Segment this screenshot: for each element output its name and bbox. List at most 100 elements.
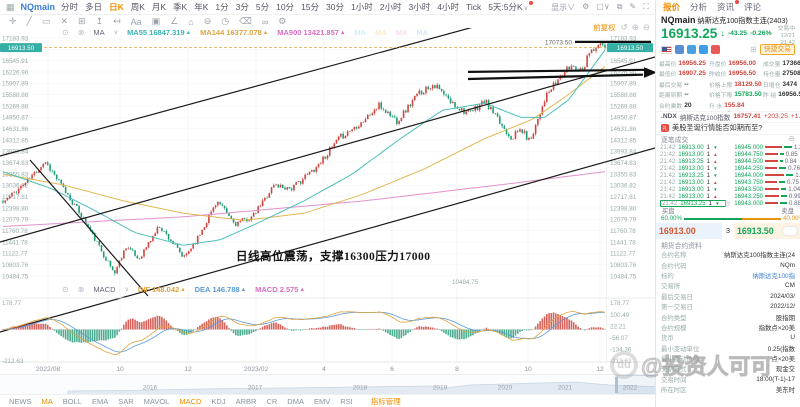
period-tab[interactable]: 4小时 (437, 2, 459, 12)
tick-row[interactable]: 21:42 16913.25 1 ▼ (660, 171, 718, 179)
angle-tool[interactable]: ∠ (170, 16, 179, 26)
trendline-tool[interactable]: ╱ (26, 16, 32, 26)
tick-row[interactable]: 21:42 16913.25 1 ▲ (660, 157, 718, 165)
tick-row[interactable]: 21:42 16913.00 1 ▼ (660, 164, 718, 172)
indicator-tab-DMA[interactable]: DMA (287, 396, 304, 406)
window-icon[interactable]: ▦ (6, 1, 15, 12)
tick-row[interactable]: 21:42 16913.00 1 ▼ (660, 185, 718, 193)
indicator-tab-MA[interactable]: MA (41, 396, 53, 406)
tick-row[interactable]: 21:42 16913.00 1 ▲ (660, 178, 718, 186)
remove-tool[interactable]: ⊖ (203, 16, 212, 26)
period-tab[interactable]: 2小时 (379, 2, 402, 12)
period-tab[interactable]: 分时 (61, 2, 79, 12)
period-tab[interactable]: Tick (465, 2, 482, 12)
indicator-tab-EMV[interactable]: EMV (313, 396, 331, 406)
underlying-index-row[interactable]: .NDX 纳斯达克100指数 16757.41 +203.25 +1.23% (656, 110, 800, 122)
price-ladder-row[interactable]: 16943.750 0.75 (734, 178, 799, 186)
multiline-tool[interactable]: ✕ (60, 16, 69, 26)
indicator-tab-ARBR[interactable]: ARBR (235, 396, 257, 406)
panel-tab[interactable]: 评论 (744, 2, 762, 12)
tool-settings-icon[interactable]: ⚙ (278, 16, 287, 26)
compare-icon[interactable]: ⧉ (616, 1, 623, 11)
period-tab[interactable]: 3分 (235, 2, 249, 12)
indicator-tab-NEWS[interactable]: NEWS (9, 396, 32, 406)
indicator-tab-KDJ[interactable]: KDJ (211, 396, 226, 406)
candlestick-chart[interactable]: 17183.93 17183.93 16545.91 16545.91 16226.90… (0, 28, 655, 374)
grid-icon[interactable]: ⊞ (750, 45, 757, 54)
period-tab[interactable]: 5分 (255, 2, 270, 12)
fib-tool[interactable]: ⊞ (78, 16, 86, 26)
period-tab[interactable]: 季K (173, 2, 188, 12)
layout-menu[interactable]: ▢∨ (596, 1, 610, 11)
rect-tool[interactable]: ▭ (41, 16, 51, 26)
order-button[interactable] (782, 225, 798, 236)
indicator-value-disabled[interactable]: MA (375, 28, 387, 37)
bid-box[interactable]: 16913.00 (656, 222, 722, 239)
indicator-value-disabled[interactable]: MA (354, 28, 367, 37)
indicator-value[interactable]: DIF 148.042▲ (137, 285, 186, 294)
period-tab[interactable]: 1分 (215, 2, 229, 12)
price-ladder-row[interactable]: 16944.750 0.85 (734, 150, 798, 158)
arrow-left-tool[interactable]: ↤ (113, 16, 121, 26)
tick-row[interactable]: 21:42 16913.25 1 ▼ ▤ (660, 199, 731, 207)
indicator-value[interactable]: MA55 16847.319▲ (127, 28, 192, 37)
broker-app-icon-2[interactable] (687, 45, 696, 54)
link-tool[interactable]: ∞ (261, 16, 269, 27)
fullscreen-icon[interactable]: ⛶ (643, 1, 649, 11)
indicator-value-disabled[interactable]: MA (416, 28, 429, 37)
indicator-tab-EMA[interactable]: EMA (91, 396, 109, 406)
period-tab[interactable]: 年K (194, 2, 209, 12)
period-tab[interactable]: 日K (109, 2, 124, 12)
broker-app-icon-1[interactable] (675, 45, 684, 54)
period-tab[interactable]: 1小时 (351, 2, 373, 12)
period-tab[interactable]: 10分 (276, 2, 295, 12)
news-title[interactable]: 美股圣诞行情能否如期而至? (672, 123, 763, 132)
indicator-tab-CR[interactable]: CR (266, 396, 278, 406)
panel-tab[interactable]: 资讯 (717, 0, 740, 13)
indicator-value[interactable]: MACD 2.575▲ (255, 285, 305, 294)
text-tool[interactable]: Aa (130, 16, 142, 27)
ask-box[interactable]: 16913.50 (734, 222, 800, 239)
broker-app-icon-4[interactable] (711, 45, 720, 54)
period-tab[interactable]: 3小时 (408, 2, 431, 12)
indicator-name[interactable]: MACD (93, 285, 116, 294)
panel-tab[interactable]: 报价 (663, 2, 681, 12)
undo-icon[interactable]: ↺ (620, 22, 628, 32)
indicator-visibility-icon[interactable]: ⊙ (62, 28, 69, 37)
crosshair-tool[interactable]: ✛ (9, 16, 17, 26)
quick-trade-button[interactable]: 快捷交易 (759, 44, 795, 55)
settings-icon[interactable]: ⚙ (582, 1, 590, 11)
restore-mode-label[interactable]: 前复权 (593, 23, 616, 32)
expand-caret-icon[interactable]: ⌄ (726, 107, 732, 114)
navigator-handle-left[interactable] (615, 377, 618, 393)
indicator-tab-BOLL[interactable]: BOLL (62, 396, 82, 406)
indicator-tab-RSI[interactable]: RSI (340, 396, 353, 406)
indicator-value[interactable]: MA900 13421.857▲ (277, 28, 346, 37)
indicator-manager-button[interactable]: 指标管理 (370, 396, 401, 406)
indicator-visibility-icon[interactable]: ⊙ (62, 285, 69, 294)
period-tab[interactable]: 多日 (85, 2, 103, 12)
shape-tool[interactable]: ▣ (151, 16, 161, 26)
news-row[interactable]: 礼 美股圣诞行情能否如期而至? (656, 121, 800, 134)
period-tab[interactable]: 5天:5分K∨ (488, 1, 534, 13)
price-ladder-row[interactable]: 16943.000 0.88 (734, 199, 800, 207)
price-ladder-row[interactable]: 16943.250 0.99 (734, 192, 800, 200)
indicator-close-icon[interactable]: ⊗ (77, 28, 85, 37)
zoom-out-icon[interactable]: ⊖ (642, 22, 650, 32)
price-ladder-row[interactable]: 16944.250 0.76 (734, 164, 800, 172)
indicator-name[interactable]: MA (93, 28, 105, 37)
period-tab[interactable]: 15分 (301, 2, 320, 12)
indicator-close-icon[interactable]: ⊗ (77, 285, 85, 294)
history-tool[interactable]: ◷ (221, 16, 230, 26)
period-tab[interactable]: 30分 (326, 2, 344, 12)
pattern-tool[interactable]: ⌂ (188, 16, 194, 27)
indicator-tab-MACD[interactable]: MACD (179, 396, 202, 406)
panel-tab[interactable]: 分析 (690, 2, 708, 12)
price-ladder-row[interactable]: 16944.500 0.84 (734, 157, 797, 165)
broker-app-icon-3[interactable] (699, 45, 708, 54)
collapse-icon[interactable]: ⊖ (788, 134, 795, 143)
tick-row[interactable]: 21:42 16913.00 1 ▲ (660, 150, 718, 158)
display-menu[interactable]: 显示∨ (551, 2, 576, 12)
